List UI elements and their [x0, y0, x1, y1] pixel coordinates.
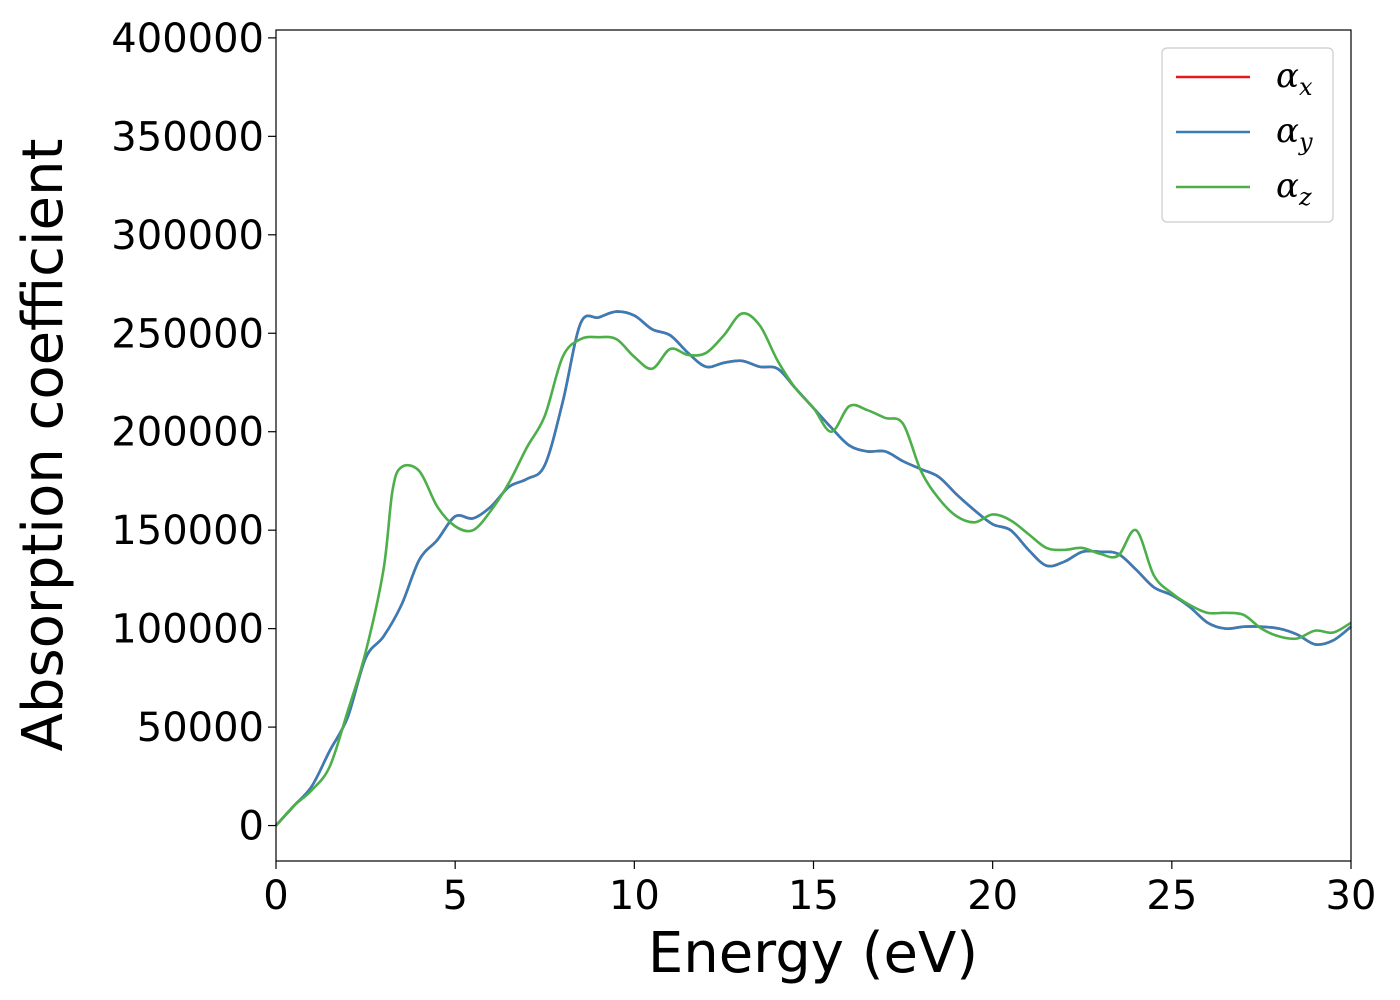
y-tick-label: 0	[239, 804, 264, 850]
y-tick-label: 350000	[111, 114, 264, 160]
legend-box	[1161, 47, 1334, 223]
x-tick-label: 20	[967, 873, 1018, 919]
y-axis: 0 50000 100000 150000 200000 250000 300000 3500…	[111, 16, 276, 850]
y-tick-label: 300000	[111, 213, 264, 259]
x-tick-label: 0	[263, 873, 288, 919]
y-tick-label: 150000	[111, 508, 264, 554]
y-tick-label: 250000	[111, 311, 264, 357]
y-tick-label: 200000	[111, 410, 264, 456]
series-line-z	[275, 311, 1352, 827]
x-axis: 0 5 10 15 20 25 30	[263, 861, 1376, 919]
x-tick-label: 15	[788, 873, 839, 919]
x-tick-label: 10	[609, 873, 660, 919]
y-tick-label: 100000	[111, 607, 264, 653]
legend-label-y: αy	[1276, 111, 1313, 156]
x-tick-label: 5	[442, 873, 467, 919]
series-layer	[275, 310, 1352, 827]
x-axis-title: Energy (eV)	[648, 921, 978, 986]
y-tick-label: 400000	[111, 16, 264, 62]
y-tick-label: 50000	[137, 705, 264, 751]
x-tick-label: 30	[1326, 873, 1377, 919]
x-tick-label: 25	[1146, 873, 1197, 919]
y-axis-title: Absorption coefficient	[11, 139, 76, 752]
